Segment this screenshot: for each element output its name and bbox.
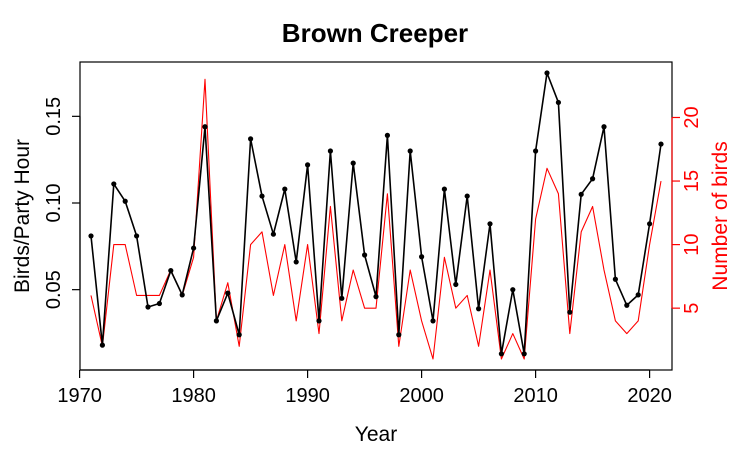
series-point bbox=[476, 306, 482, 312]
y-tick-label-right: 15 bbox=[681, 170, 703, 192]
series-point bbox=[601, 124, 607, 130]
series-point bbox=[282, 186, 288, 192]
series-point bbox=[544, 70, 550, 76]
series-point bbox=[647, 221, 653, 227]
series-point bbox=[624, 302, 630, 308]
series-point bbox=[533, 148, 539, 154]
x-tick-label: 1990 bbox=[285, 385, 330, 407]
series-point bbox=[567, 309, 573, 315]
x-tick-label: 2000 bbox=[399, 385, 444, 407]
series-point bbox=[316, 318, 322, 324]
series-point bbox=[236, 332, 242, 338]
series-point bbox=[362, 252, 368, 258]
series-line-birds-per-party-hour bbox=[90, 72, 662, 355]
series-point bbox=[419, 254, 425, 260]
chart-title: Brown Creeper bbox=[282, 18, 468, 48]
series-point bbox=[145, 304, 151, 310]
series-point bbox=[339, 295, 345, 301]
y-tick-label-left: 0.10 bbox=[43, 184, 65, 223]
x-axis-title: Year bbox=[355, 423, 397, 446]
series-point bbox=[658, 141, 664, 147]
series-point bbox=[259, 193, 265, 199]
series-point bbox=[590, 176, 596, 182]
series-point bbox=[498, 351, 504, 357]
series-point bbox=[453, 281, 459, 288]
series-point bbox=[373, 294, 379, 300]
series-point bbox=[441, 186, 447, 192]
series-point bbox=[99, 342, 105, 348]
y-tick-label-left: 0.05 bbox=[43, 270, 65, 309]
series-point bbox=[464, 193, 470, 199]
series-point bbox=[327, 148, 333, 154]
series-point bbox=[396, 332, 402, 338]
series-point bbox=[555, 99, 562, 106]
x-axis: 1970 1980 1990 2000 2010 2020 bbox=[57, 369, 672, 407]
series-point bbox=[384, 132, 390, 138]
series-point bbox=[88, 233, 94, 239]
y-axis-right: 5 10 15 20 bbox=[671, 106, 703, 314]
series-point bbox=[122, 198, 128, 204]
y-tick-label-right: 20 bbox=[681, 106, 703, 128]
series-point bbox=[168, 268, 174, 274]
series-line-number-of-birds bbox=[90, 78, 662, 360]
y-axis-right-title: Number of birds bbox=[709, 141, 732, 290]
series-point bbox=[430, 318, 436, 324]
series-point bbox=[179, 292, 185, 298]
series-point bbox=[293, 259, 299, 265]
x-tick-label: 1980 bbox=[171, 385, 216, 407]
series-point bbox=[578, 191, 584, 197]
series-point bbox=[510, 287, 516, 293]
series-point bbox=[350, 160, 356, 166]
series-point bbox=[407, 148, 413, 154]
y-axis-left-title: Birds/Party Hour bbox=[11, 139, 34, 293]
series-layer bbox=[88, 70, 664, 360]
series-point bbox=[248, 136, 254, 142]
plot-frame bbox=[79, 61, 673, 371]
series-point bbox=[635, 292, 641, 298]
series-point bbox=[521, 351, 527, 357]
series-point bbox=[202, 124, 208, 130]
series-point bbox=[225, 290, 231, 296]
series-point bbox=[305, 162, 311, 168]
series-point bbox=[270, 231, 276, 237]
series-point bbox=[111, 181, 117, 187]
x-tick-label: 1970 bbox=[57, 385, 102, 407]
y-axis-left: 0.05 0.10 0.15 bbox=[43, 97, 81, 309]
series-point bbox=[191, 245, 197, 251]
series-point bbox=[213, 318, 219, 324]
series-point bbox=[487, 221, 493, 227]
x-tick-label: 2010 bbox=[513, 385, 558, 407]
series-point bbox=[612, 276, 619, 282]
series-point bbox=[156, 300, 162, 307]
y-tick-label-left: 0.15 bbox=[43, 97, 65, 136]
y-tick-label-right: 10 bbox=[681, 233, 703, 255]
x-tick-label: 2020 bbox=[627, 385, 672, 407]
y-tick-label-right: 5 bbox=[681, 303, 703, 314]
series-point bbox=[134, 233, 140, 239]
